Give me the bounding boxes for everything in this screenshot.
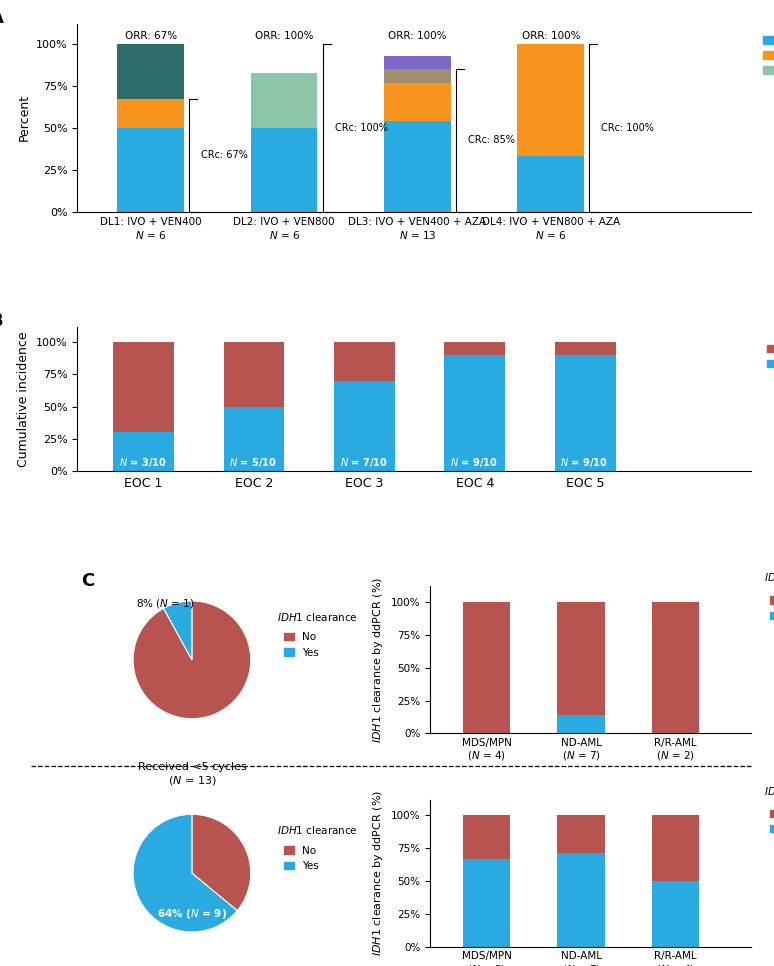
Bar — [224, 342, 284, 407]
Legend: No, Yes: No, Yes — [279, 841, 324, 875]
Text: C: C — [81, 572, 95, 589]
Bar — [557, 602, 604, 715]
Text: ORR: 100%: ORR: 100% — [255, 31, 313, 41]
Bar — [384, 70, 450, 83]
Bar — [444, 355, 505, 471]
Bar — [334, 381, 395, 471]
Bar — [557, 815, 604, 853]
Text: $N$ = 9/10: $N$ = 9/10 — [450, 456, 498, 469]
Text: $IDH1$ ddPCR: $IDH1$ ddPCR — [764, 571, 774, 583]
Y-axis label: Percent: Percent — [18, 95, 30, 141]
Wedge shape — [133, 601, 251, 719]
Bar — [463, 859, 510, 947]
Bar — [113, 433, 174, 471]
Bar — [334, 342, 395, 381]
Bar — [251, 72, 317, 128]
Text: 36% ($N$ = 5): 36% ($N$ = 5) — [32, 888, 102, 902]
Text: $N$ = 7/10: $N$ = 7/10 — [340, 456, 387, 469]
Legend: Detected, Not detected: Detected, Not detected — [765, 591, 774, 625]
Wedge shape — [163, 601, 192, 660]
Bar — [555, 355, 615, 471]
Bar — [384, 56, 450, 70]
Bar — [444, 342, 505, 355]
Bar — [652, 602, 699, 733]
Text: A: A — [0, 9, 4, 27]
Bar — [384, 121, 450, 212]
Text: $N$ = 9/10: $N$ = 9/10 — [560, 456, 608, 469]
Bar — [555, 342, 615, 355]
Title: Received <5 cycles
($N$ = 13): Received <5 cycles ($N$ = 13) — [138, 762, 246, 786]
Text: $IDH1$ clearance: $IDH1$ clearance — [277, 611, 358, 623]
Bar — [652, 815, 699, 881]
Bar — [251, 128, 317, 212]
Legend: Detected, Not detected: Detected, Not detected — [765, 805, 774, 838]
Text: ORR: 100%: ORR: 100% — [522, 31, 580, 41]
Text: CRc: 100%: CRc: 100% — [334, 123, 388, 133]
Bar — [113, 342, 174, 433]
Text: $IDH1$ clearance: $IDH1$ clearance — [277, 824, 358, 837]
Bar — [118, 99, 184, 128]
Legend: No, Yes: No, Yes — [279, 628, 324, 662]
Wedge shape — [192, 814, 251, 911]
Bar — [557, 853, 604, 947]
Y-axis label: Cumulative incidence: Cumulative incidence — [18, 331, 30, 467]
Text: CRc: 67%: CRc: 67% — [201, 151, 248, 160]
Legend: Positive, Negative: Positive, Negative — [762, 325, 774, 374]
Text: $N$ = 3/10: $N$ = 3/10 — [118, 456, 166, 469]
Bar — [463, 815, 510, 859]
Bar — [118, 128, 184, 212]
Bar — [518, 44, 584, 156]
Bar — [557, 715, 604, 733]
Y-axis label: $IDH1$ clearance by ddPCR (%): $IDH1$ clearance by ddPCR (%) — [372, 790, 385, 956]
Legend: CR, CRi, CRh, MLFS, PR, NR: CR, CRi, CRh, MLFS, PR, NR — [762, 20, 774, 75]
Text: 92% ($N$ = 12): 92% ($N$ = 12) — [80, 749, 157, 762]
Bar — [463, 602, 510, 733]
Bar — [224, 407, 284, 471]
Text: ORR: 100%: ORR: 100% — [389, 31, 447, 41]
Text: CRc: 85%: CRc: 85% — [468, 135, 515, 146]
Bar — [118, 44, 184, 99]
Text: B: B — [0, 312, 4, 330]
Text: CRc: 100%: CRc: 100% — [601, 123, 654, 133]
Bar — [384, 83, 450, 121]
Text: ORR: 67%: ORR: 67% — [125, 31, 176, 41]
Text: 64% ($N$ = 9): 64% ($N$ = 9) — [157, 907, 227, 922]
Y-axis label: $IDH1$ clearance by ddPCR (%): $IDH1$ clearance by ddPCR (%) — [372, 577, 385, 743]
Text: 8% ($N$ = 1): 8% ($N$ = 1) — [136, 597, 194, 611]
Bar — [652, 881, 699, 947]
Bar — [518, 156, 584, 212]
Wedge shape — [133, 814, 238, 932]
Text: $N$ = 5/10: $N$ = 5/10 — [229, 456, 277, 469]
Text: $IDH1$ ddPCR: $IDH1$ ddPCR — [764, 784, 774, 797]
